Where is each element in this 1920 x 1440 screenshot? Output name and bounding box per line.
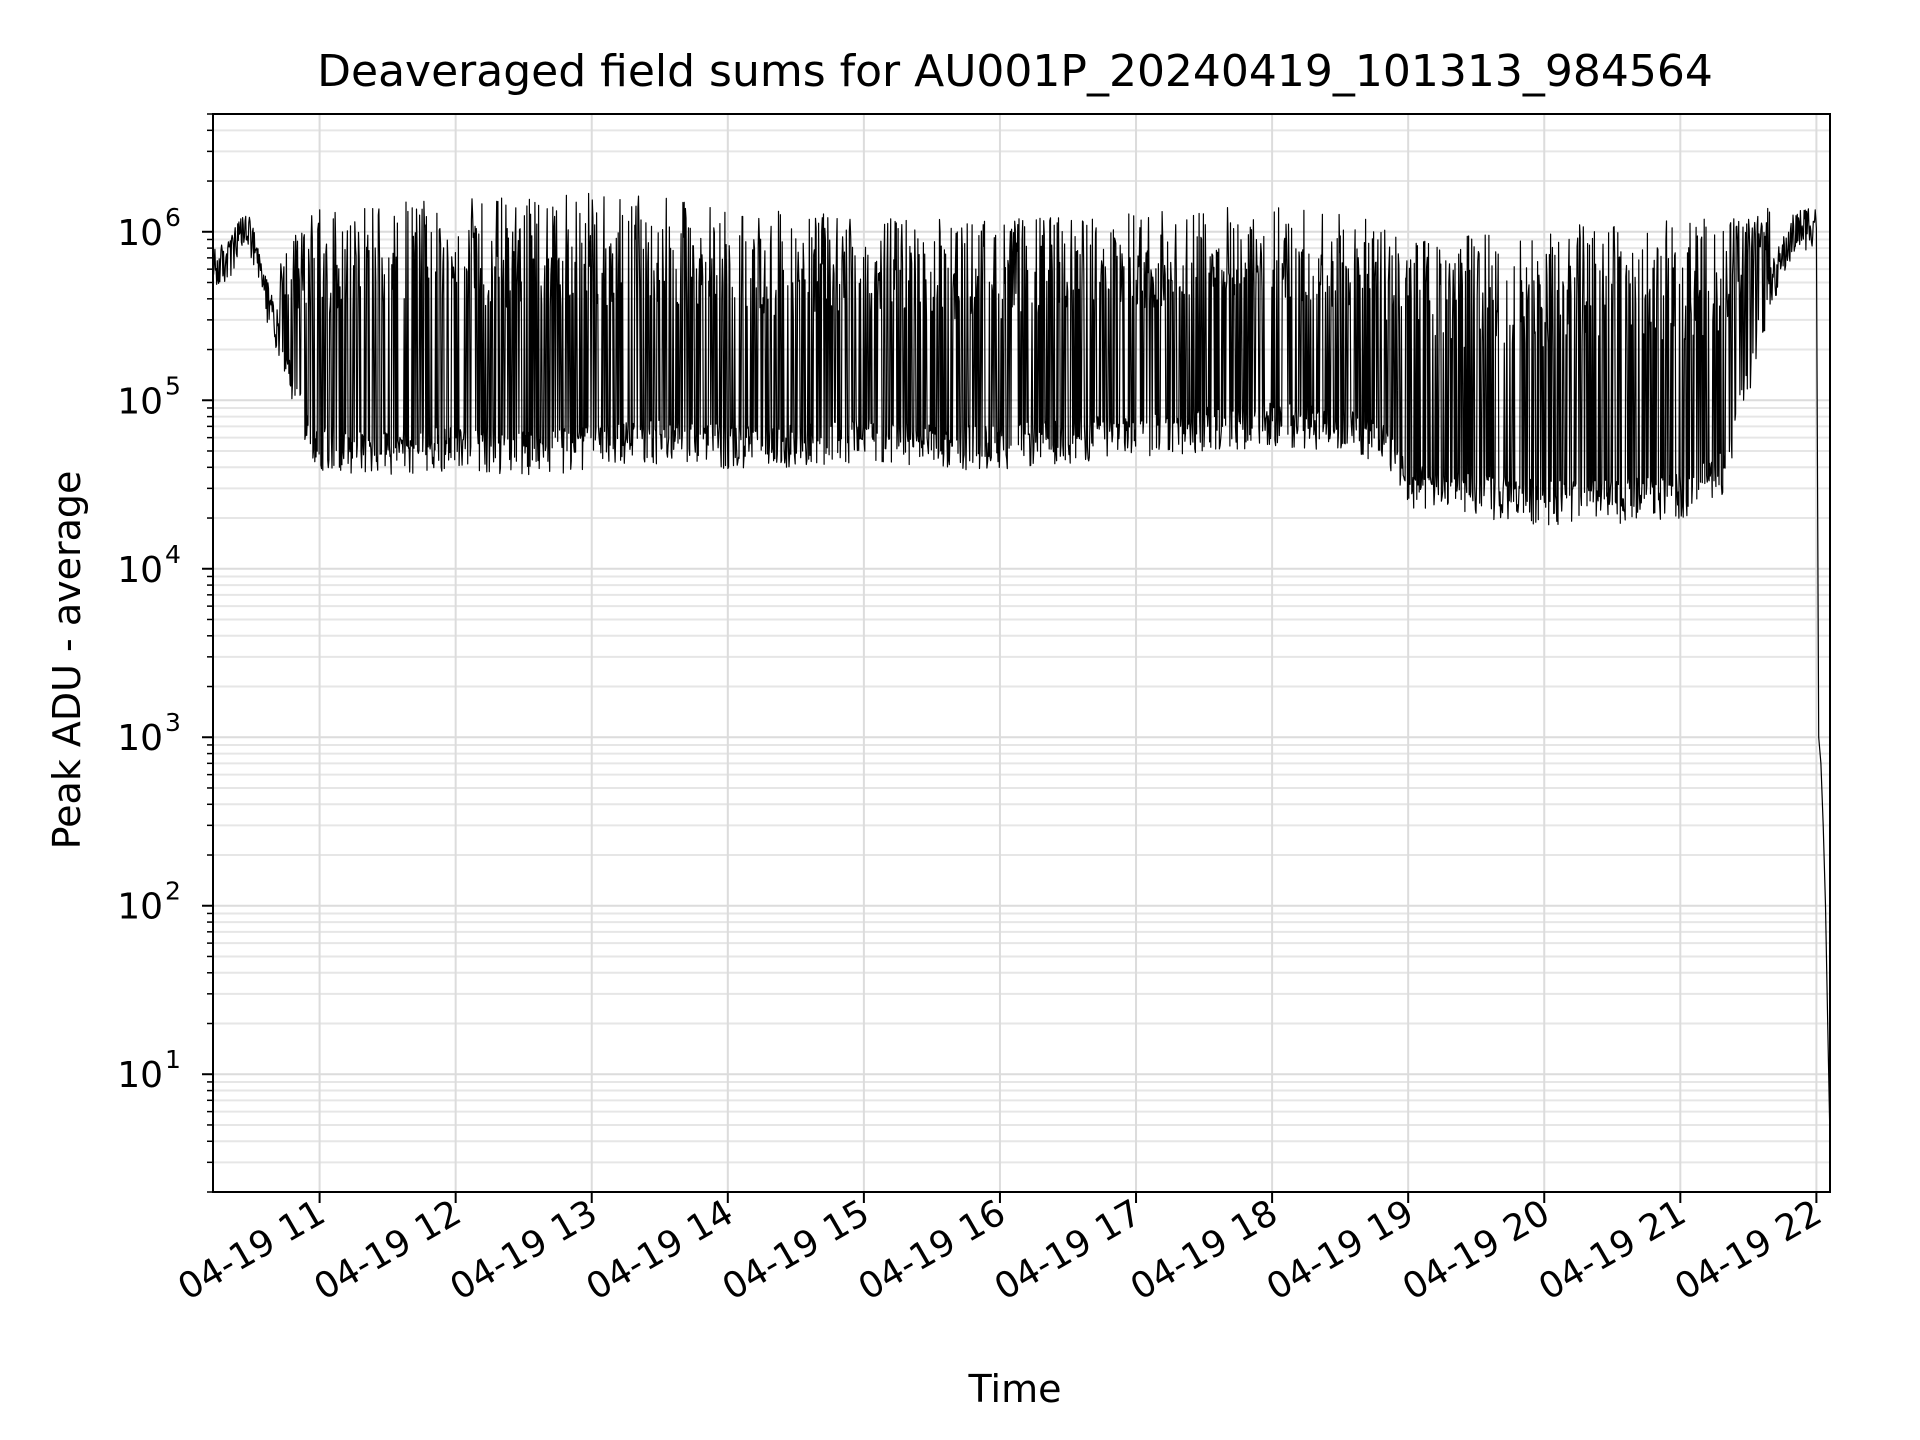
chart-title: Deaveraged field sums for AU001P_2024041… (317, 46, 1713, 97)
plot-frame (212, 113, 1831, 1193)
y-tick-label: 10 (117, 1055, 163, 1096)
y-tick-label: 10 (117, 718, 163, 759)
y-tick-exponent: 3 (165, 708, 181, 737)
y-tick-exponent: 2 (165, 877, 181, 906)
series-line (212, 192, 1831, 1142)
y-tick-label: 10 (117, 550, 163, 591)
y-axis-label: Peak ADU - average (45, 471, 89, 850)
y-tick-exponent: 1 (165, 1045, 181, 1074)
y-tick-label: 10 (117, 381, 163, 422)
x-axis-label: Time (968, 1367, 1062, 1411)
y-tick-label: 10 (117, 213, 163, 254)
y-tick-exponent: 4 (165, 540, 181, 569)
series-layer (212, 192, 1831, 1142)
y-tick-label: 10 (117, 887, 163, 928)
y-tick-exponent: 5 (165, 371, 181, 400)
y-tick-exponent: 6 (165, 203, 181, 232)
